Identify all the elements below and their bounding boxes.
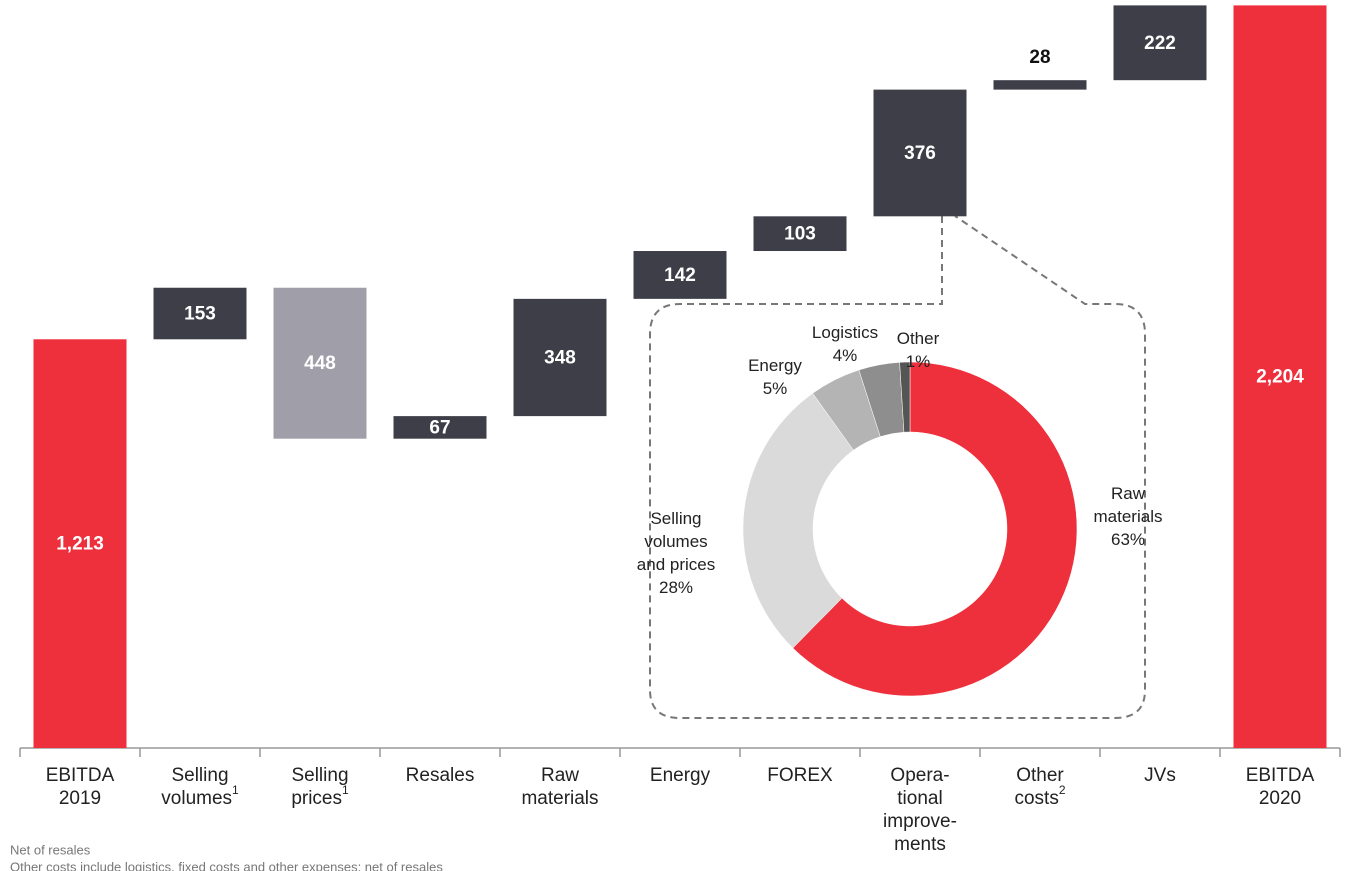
segment-label-line: Raw (1111, 484, 1146, 503)
x-tick-label: EBITDA 2019 (46, 765, 115, 809)
bar (393, 416, 487, 439)
segment-label-line: Selling (650, 509, 701, 528)
segment-label-line: volumes (644, 532, 707, 551)
segment-value-label: 5% (763, 379, 788, 398)
bar (1113, 5, 1207, 81)
segment-label-line: and prices (637, 555, 715, 574)
x-tick-label: FOREX (767, 765, 833, 786)
segment-label-line: Other (897, 329, 940, 348)
footnote: Other costs include logistics, fixed cos… (10, 859, 443, 871)
donut-segment (742, 392, 854, 649)
segment-label: Logistics 4% (812, 323, 878, 365)
segment-value-label: 1% (906, 352, 931, 371)
value-label: 142 (664, 265, 696, 286)
x-tick-label-line: EBITDA (1246, 765, 1315, 786)
value-label: 1,213 (56, 534, 104, 555)
segment-label-line: Energy (748, 356, 802, 375)
x-tick-label: Other costs2 (1014, 765, 1065, 809)
segment-value-label: 28% (659, 578, 693, 597)
x-tick-label-line: Selling (291, 765, 348, 786)
x-tick-label-line: prices (291, 788, 342, 809)
value-label: 222 (1144, 33, 1176, 54)
x-tick-label-line: 2020 (1259, 788, 1301, 809)
value-label: 153 (184, 304, 216, 325)
segment-label: Energy 5% (748, 356, 802, 398)
x-tick-label-line: Raw (541, 765, 579, 786)
x-tick-label: Resales (406, 765, 475, 786)
footnote-ref: 1 (342, 783, 349, 797)
x-tick-label-line: volumes (161, 788, 232, 809)
x-tick-label-line: 2019 (59, 788, 101, 809)
value-label: 67 (429, 417, 450, 438)
x-tick-label-line: FOREX (767, 765, 833, 786)
x-tick-label-line: tional (897, 788, 942, 809)
footnote: Net of resales (10, 842, 91, 857)
segment-label: Raw materials 63% (1094, 484, 1163, 549)
value-label: 103 (784, 224, 816, 245)
x-tick-label-line: EBITDA (46, 765, 115, 786)
bar (633, 251, 727, 299)
x-tick-label-line: Energy (650, 765, 711, 786)
bar (873, 89, 967, 217)
x-tick-label-line: improve- (883, 811, 957, 832)
segment-label-line: Logistics (812, 323, 878, 342)
x-tick-label-line: Resales (406, 765, 475, 786)
segment-label-line: materials (1094, 507, 1163, 526)
bar (273, 287, 367, 439)
x-tick-label-line: materials (521, 788, 598, 809)
segment-label: Selling volumes and prices 28% (637, 509, 715, 597)
callout-border (649, 215, 1146, 719)
x-tick-label: Selling prices1 (291, 765, 349, 809)
bar (153, 287, 247, 340)
x-tick-label-line: ments (894, 834, 946, 855)
value-label: 448 (304, 353, 336, 374)
donut-segment (899, 361, 911, 433)
segment-value-label: 63% (1111, 530, 1145, 549)
x-tick-label-line: Other (1016, 765, 1064, 786)
x-tick-label: Raw materials (521, 765, 598, 809)
segment-label: Other 1% (897, 329, 940, 371)
x-tick-label-line: costs (1014, 788, 1058, 809)
bar (993, 80, 1087, 90)
value-label: 348 (544, 348, 576, 369)
footnote-ref: 2 (1059, 783, 1066, 797)
x-tick-label: JVs (1144, 765, 1176, 786)
x-tick-label-line: Selling (171, 765, 228, 786)
x-tick-label: Opera-tional improve-ments (883, 765, 957, 855)
value-label: 2,204 (1256, 367, 1304, 388)
x-tick-label-line: Opera- (890, 765, 949, 786)
x-tick-label: EBITDA 2020 (1246, 765, 1315, 809)
x-tick-label: Energy (650, 765, 711, 786)
bar (33, 339, 127, 748)
bar (1233, 5, 1327, 748)
value-label: 376 (904, 143, 936, 164)
x-tick-label: Selling volumes1 (161, 765, 239, 809)
footnote-ref: 1 (232, 783, 239, 797)
bar (753, 216, 847, 252)
segment-value-label: 4% (833, 346, 858, 365)
x-tick-label-line: JVs (1144, 765, 1176, 786)
donut-segment (792, 361, 1078, 697)
bar (513, 298, 607, 417)
value-label: 28 (1029, 47, 1050, 68)
